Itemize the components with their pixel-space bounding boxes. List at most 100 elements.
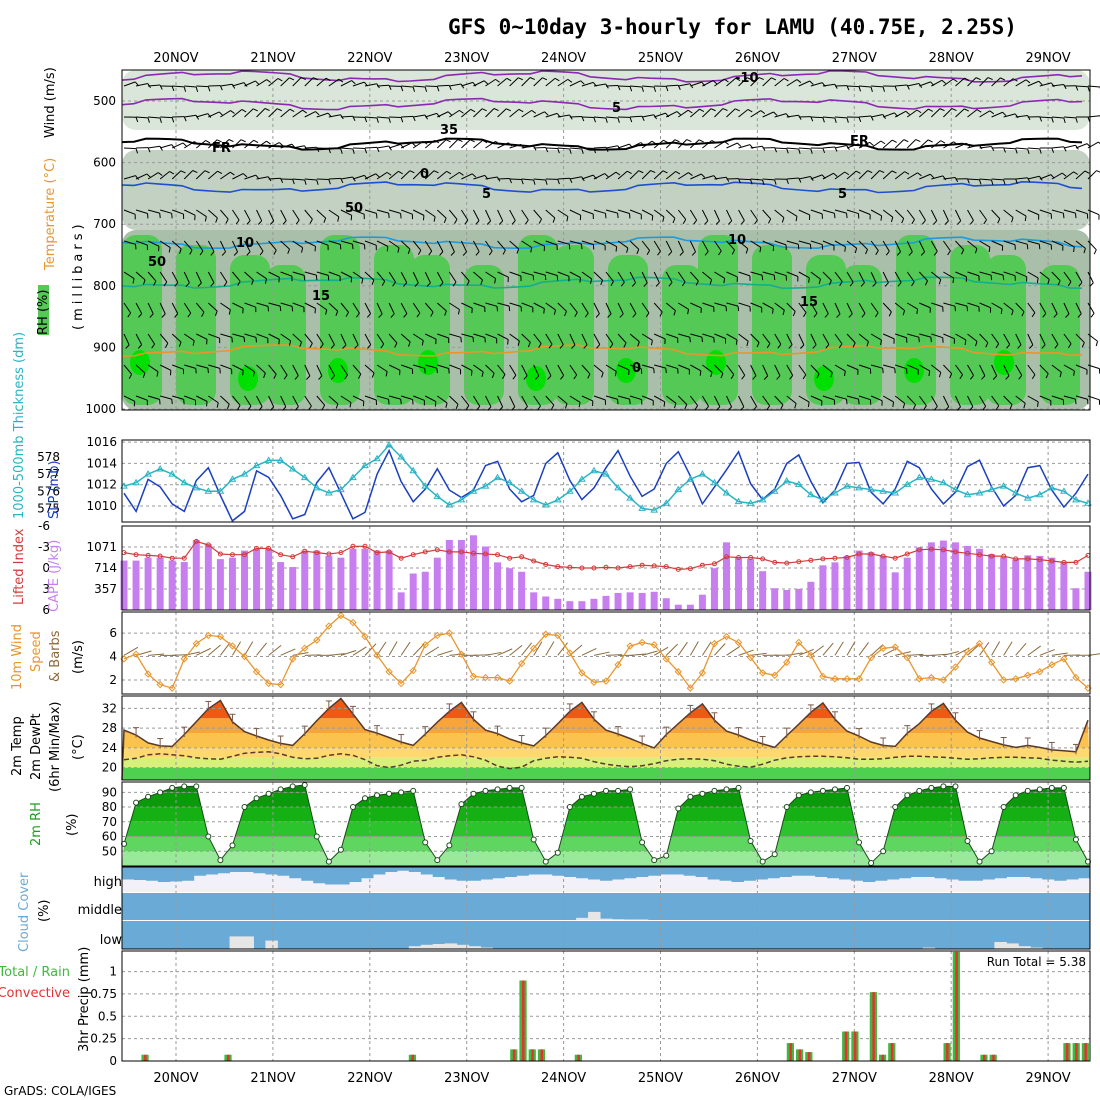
wind-barb: [412, 209, 425, 221]
wind-barb: [738, 240, 749, 254]
barb-flag: [228, 139, 234, 142]
wind-barb: [485, 333, 498, 344]
li-point: [338, 550, 344, 556]
high-cloud-bar: [850, 867, 864, 881]
wind-barb: [786, 209, 798, 222]
surface-wind-barb: [701, 641, 712, 656]
wind-barb: [641, 333, 653, 346]
high-cloud-bar: [779, 867, 792, 877]
barb-flag: [409, 170, 415, 174]
high-cloud-bar: [408, 867, 422, 872]
wind-barb: [497, 209, 504, 225]
wind-barb: [714, 302, 727, 312]
wind-speed-point: [819, 672, 827, 681]
high-cloud-bar: [229, 867, 243, 872]
barb-flag: [1041, 344, 1046, 349]
barb-shaft: [533, 395, 541, 407]
barb-shaft: [123, 81, 136, 87]
barb-flag: [727, 220, 733, 225]
wind-tick-label: 2: [109, 673, 117, 687]
barb-shaft: [786, 240, 799, 245]
barb-shaft: [557, 302, 567, 312]
rh-point: [301, 781, 308, 788]
barb-flag: [226, 403, 230, 409]
barb-shaft: [195, 240, 204, 252]
barb-shaft: [979, 178, 992, 181]
wind-barb: [882, 139, 897, 149]
wind10m-panel: 246: [109, 611, 1100, 695]
wind-barb: [931, 302, 944, 312]
wind-barb: [183, 240, 193, 255]
wind-barb: [834, 364, 846, 377]
thickness-point: [228, 475, 237, 482]
barb-flag: [663, 401, 666, 407]
thickness-series-line: [123, 443, 1089, 511]
li-point: [434, 547, 440, 553]
wind-barb: [352, 271, 364, 284]
barb-shaft: [858, 209, 871, 215]
barb-shaft: [762, 240, 774, 247]
cape-bar: [662, 598, 670, 610]
barb-flag: [287, 248, 290, 254]
barb-flag: [933, 220, 938, 225]
barb-shaft: [702, 140, 713, 149]
wind-barb: [171, 271, 179, 287]
barb-shaft: [388, 302, 395, 315]
barb-flag: [554, 77, 560, 82]
barb-shaft: [509, 395, 516, 408]
wind-barb: [533, 240, 546, 252]
wind-barb: [882, 302, 892, 317]
wind-barb: [557, 302, 567, 317]
barb-shaft: [244, 302, 256, 308]
barb-shaft: [268, 108, 278, 118]
surface-wind-barb: [931, 653, 948, 656]
wind-barb: [581, 240, 595, 250]
barb-flag: [400, 144, 405, 149]
wind-barb: [955, 209, 962, 225]
barb-flag: [138, 313, 143, 318]
precip-convective-bar: [992, 1054, 995, 1061]
cape-bar: [253, 548, 261, 610]
barb-shaft: [690, 173, 702, 180]
thickness-point: [710, 478, 719, 486]
li-point: [205, 542, 211, 548]
wind-barb: [268, 240, 277, 255]
barb-shaft: [533, 302, 545, 310]
wind-barb: [352, 302, 360, 318]
wind-barb: [618, 85, 633, 92]
barb-flag: [472, 82, 477, 87]
cape-bar: [1012, 559, 1020, 610]
rh-point: [940, 783, 947, 790]
barb-shaft: [123, 271, 135, 279]
barb-shaft: [979, 333, 989, 344]
barb-shaft: [1015, 364, 1023, 376]
wind-barb: [304, 77, 319, 87]
barb-flag: [367, 344, 372, 349]
wind-barb: [449, 302, 460, 315]
temp-series-line: [121, 697, 1089, 781]
rh-point: [193, 783, 200, 790]
barb-flag: [882, 86, 886, 92]
wind-barb: [617, 170, 632, 180]
wind-barb: [196, 333, 208, 345]
wind-barb: [316, 333, 324, 349]
high-cloud-bar: [970, 867, 983, 881]
surface-wind-barb: [943, 650, 960, 656]
barb-flag: [796, 79, 802, 83]
cape-bar: [385, 550, 393, 610]
barb-shaft: [617, 143, 630, 149]
wind-barb: [883, 364, 896, 374]
barb-flag: [916, 308, 919, 315]
barb-flag: [580, 80, 585, 85]
barb-shaft: [1003, 271, 1016, 277]
barb-shaft: [244, 174, 257, 180]
barb-shaft: [292, 302, 305, 308]
barb-shaft: [328, 78, 340, 87]
barb-flag: [216, 139, 222, 143]
wind-barb: [810, 209, 823, 219]
precip-convective-bar: [844, 1031, 848, 1061]
barb-flag: [422, 140, 428, 145]
cape-bar: [710, 568, 718, 610]
barb-shaft: [726, 108, 736, 118]
pressure-tick-label: 500: [93, 94, 116, 108]
